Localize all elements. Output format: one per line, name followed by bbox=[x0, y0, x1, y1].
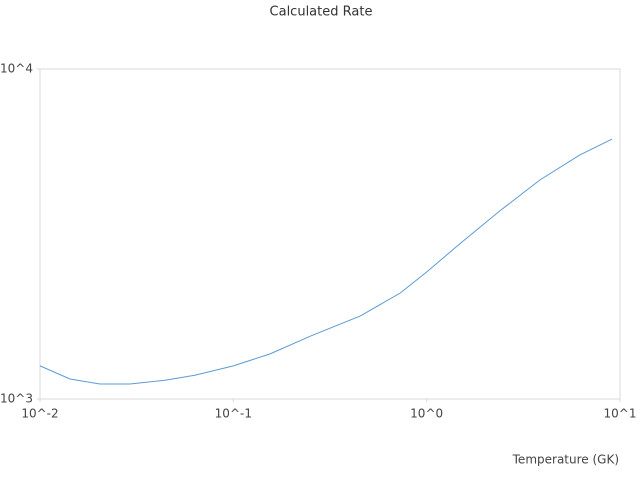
chart-title: Calculated Rate bbox=[270, 5, 373, 20]
y-tick-label: 10^3 bbox=[0, 392, 33, 406]
x-axis-title: Temperature (GK) bbox=[512, 453, 619, 467]
data-line bbox=[39, 138, 613, 385]
x-tick-label: 10^1 bbox=[604, 407, 637, 421]
x-tick-label: 10^0 bbox=[410, 407, 443, 421]
plot-frame bbox=[39, 68, 621, 400]
y-tick-label: 10^4 bbox=[0, 62, 33, 76]
x-tick-label: 10^-1 bbox=[215, 407, 252, 421]
x-tick-label: 10^-2 bbox=[21, 407, 58, 421]
